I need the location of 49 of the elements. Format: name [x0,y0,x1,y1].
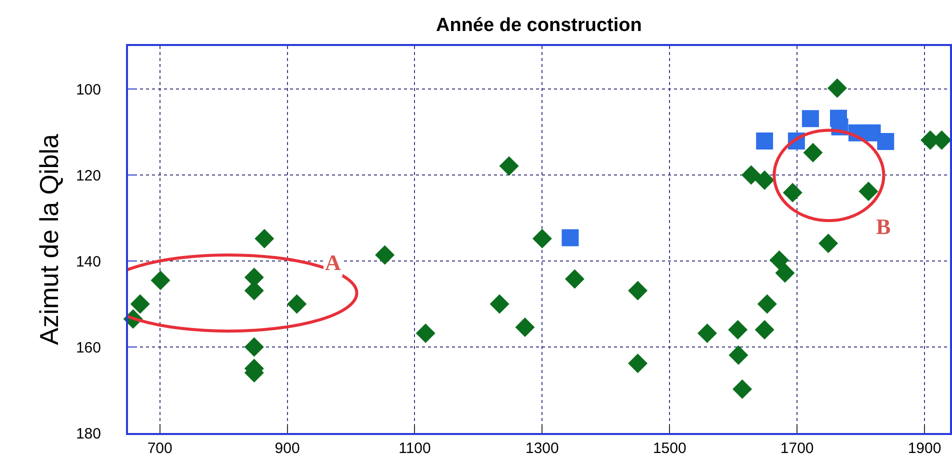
point [754,320,774,340]
point [532,228,552,248]
x-tick-label: 1100 [398,440,431,457]
x-tick-label: 1700 [780,440,814,457]
point [499,156,519,176]
point [150,270,170,290]
point [877,132,894,150]
x-tick-label: 1500 [652,440,686,457]
point [244,337,264,357]
y-tick-label: 120 [76,167,101,184]
point [254,228,274,248]
point [628,280,648,300]
annotation: A [325,250,341,275]
point [732,379,752,399]
y-axis-title: Azimut de la Qibla [34,133,64,345]
point [858,182,878,202]
point [818,234,838,254]
point [287,294,307,314]
chart-title: Année de construction [436,15,642,36]
annotation: B [876,214,891,239]
point [757,294,777,314]
point [562,229,579,246]
point [754,170,774,190]
point [490,294,510,314]
point [628,354,648,374]
point [775,263,795,283]
point [697,323,717,343]
point [728,320,748,340]
point [515,317,535,337]
y-tick-label: 100 [76,81,101,98]
point [741,165,761,185]
point [564,269,584,289]
x-tick-label: 1900 [908,440,942,457]
point [130,294,150,314]
point [802,110,819,128]
point [728,345,748,365]
point [756,132,774,150]
y-tick-label: 180 [76,425,101,442]
x-tick-label: 900 [274,440,300,457]
point [375,245,395,265]
point [416,323,436,343]
x-tick-label: 700 [147,440,172,457]
point [782,182,802,202]
point [769,250,789,270]
x-tick-label: 1300 [526,440,559,457]
y-tick-label: 140 [76,253,101,270]
y-tick-label: 160 [76,339,101,356]
point [827,78,847,98]
point [803,142,823,162]
